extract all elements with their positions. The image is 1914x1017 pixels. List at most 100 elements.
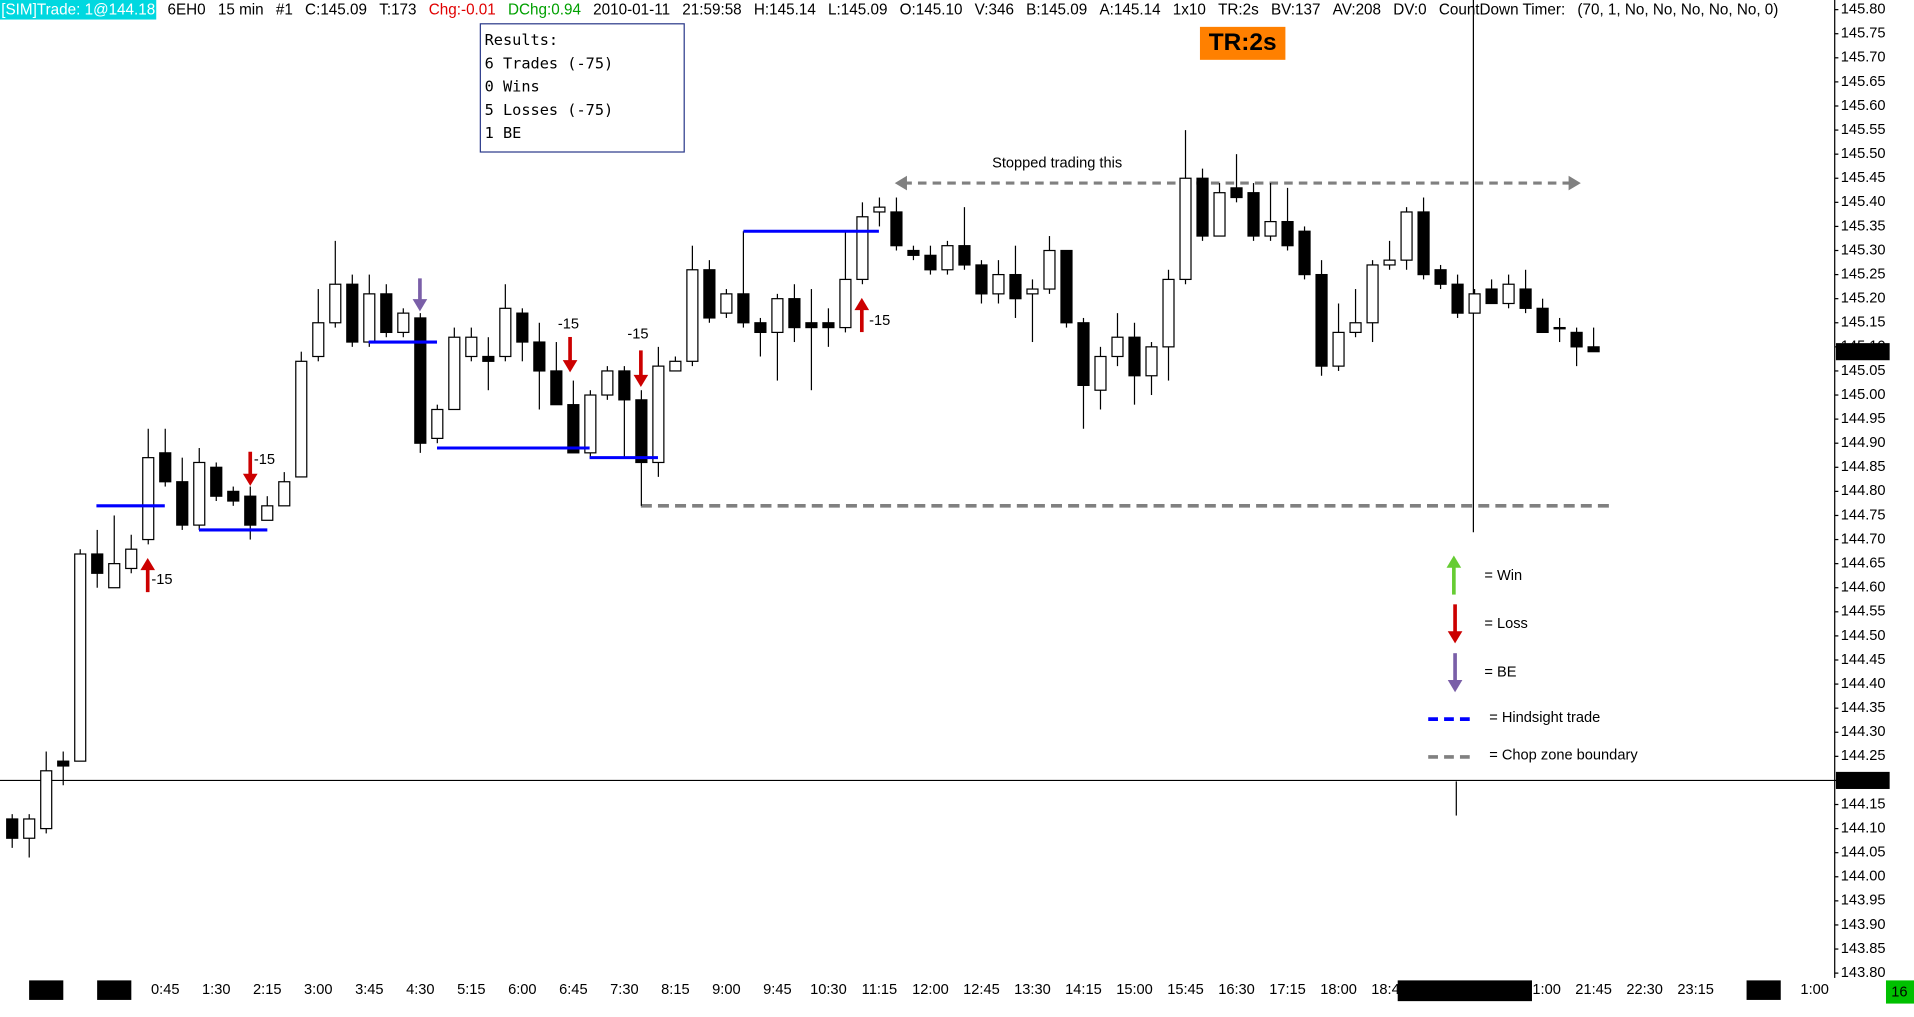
y-tick-label: 145.80 xyxy=(1841,2,1886,18)
y-tick-label: 144.85 xyxy=(1841,459,1886,475)
candle-body xyxy=(737,293,750,324)
candle-body xyxy=(1026,288,1039,295)
candle-body xyxy=(788,298,801,329)
trade-arrow-head xyxy=(633,374,649,388)
arrow-head xyxy=(894,175,907,191)
candle-body xyxy=(1536,307,1549,334)
x-tick-label: 16:30 xyxy=(1218,982,1255,998)
candle-body xyxy=(431,408,444,439)
x-tick-label: 9:00 xyxy=(712,982,740,998)
candle-body xyxy=(261,505,274,521)
candle-body xyxy=(618,370,631,401)
status-item: DV:0 xyxy=(1393,1,1427,19)
candle-body xyxy=(142,457,155,541)
candle-body xyxy=(23,818,36,839)
x-tick-label: 12:45 xyxy=(963,982,1000,998)
last-price-box xyxy=(1835,343,1890,361)
y-tick-label: 145.55 xyxy=(1841,122,1886,138)
candle-body xyxy=(1315,273,1328,367)
x-tick-label: 1:00 xyxy=(1800,982,1828,998)
candle-body xyxy=(805,322,818,329)
candle-body xyxy=(227,490,240,502)
candle-body xyxy=(1519,288,1532,309)
x-tick-label: 9:45 xyxy=(763,982,791,998)
candle-body xyxy=(924,254,937,271)
results-line: 5 Losses (-75) xyxy=(484,100,614,119)
trade-arrow-head xyxy=(1447,680,1463,693)
candle-body xyxy=(584,394,597,454)
candle-body xyxy=(1264,220,1277,237)
candle-body xyxy=(703,269,716,319)
candle-body xyxy=(635,399,648,464)
trade-arrow-head xyxy=(1447,631,1463,644)
crosshair-price-box xyxy=(1835,771,1890,789)
y-tick-label: 145.35 xyxy=(1841,218,1886,234)
annotation: Stopped trading this xyxy=(992,155,1122,171)
trade-label: -15 xyxy=(869,313,890,329)
y-tick-label: 143.85 xyxy=(1841,941,1886,957)
y-tick-label: 144.90 xyxy=(1841,435,1886,451)
legend-label: = Loss xyxy=(1484,616,1527,632)
candle-body xyxy=(1179,177,1192,281)
candle-body xyxy=(720,293,733,314)
x-tick-label: 14:15 xyxy=(1065,982,1102,998)
status-item: C:145.09 xyxy=(305,1,367,19)
candle-body xyxy=(1468,293,1481,314)
day-marker xyxy=(97,980,132,1000)
y-tick-label: 144.70 xyxy=(1841,531,1886,547)
candle-body xyxy=(1230,187,1243,199)
y-tick-label: 144.55 xyxy=(1841,604,1886,620)
candle-body xyxy=(652,365,665,464)
candle-body xyxy=(40,770,53,830)
candle-body xyxy=(91,553,104,574)
trade-label: -15 xyxy=(627,326,648,342)
candle-body xyxy=(108,563,121,589)
y-tick-label: 144.15 xyxy=(1841,796,1886,812)
crosshair-price-label: 144.20 xyxy=(1840,772,1885,788)
trade-label: -15 xyxy=(558,317,579,333)
y-tick-label: 143.90 xyxy=(1841,917,1886,933)
x-tick-label: 21:00 xyxy=(1524,982,1561,998)
candle-body xyxy=(210,466,223,497)
crosshair-time: 10-01-11 19:45:00 xyxy=(1406,982,1524,998)
candle-body xyxy=(1417,211,1430,276)
y-tick-label: 143.80 xyxy=(1841,965,1886,981)
x-tick-label: 13:30 xyxy=(1014,982,1051,998)
x-axis-bg xyxy=(0,977,1914,1017)
candle-body xyxy=(1553,326,1566,330)
status-item: B:145.09 xyxy=(1026,1,1088,19)
y-tick-label: 144.95 xyxy=(1841,411,1886,427)
bar-count: 16 xyxy=(1891,984,1907,1000)
legend-label: = Win xyxy=(1484,568,1522,584)
status-item: TR:2s xyxy=(1218,1,1259,19)
candle-body xyxy=(448,336,461,411)
candle-body xyxy=(567,404,580,454)
status-item: 2010-01-11 xyxy=(593,1,671,19)
x-tick-label: 5:15 xyxy=(457,982,485,998)
candle-body xyxy=(856,216,869,281)
candle-body xyxy=(890,211,903,247)
y-tick-label: 144.50 xyxy=(1841,628,1886,644)
status-item: [SIM]Trade: 1@144.18 xyxy=(0,0,157,20)
x-tick-label: 15:45 xyxy=(1167,982,1204,998)
candle-body xyxy=(1502,283,1515,305)
x-tick-label: 12:00 xyxy=(912,982,949,998)
status-item: A:145.14 xyxy=(1099,1,1161,19)
candle-body xyxy=(533,341,546,372)
status-item: (70, 1, No, No, No, No, No, 0) xyxy=(1577,1,1779,19)
y-tick-label: 144.40 xyxy=(1841,676,1886,692)
results-line: Results: xyxy=(484,30,559,49)
y-tick-label: 143.95 xyxy=(1841,893,1886,909)
status-item: O:145.10 xyxy=(899,1,963,19)
candle-body xyxy=(125,548,138,570)
x-tick-label: 18:00 xyxy=(1320,982,1357,998)
trade-arrow-head xyxy=(412,299,428,312)
trade-label: -15 xyxy=(151,572,172,588)
x-tick-label: 17:15 xyxy=(1269,982,1306,998)
trade-arrow-head xyxy=(562,360,578,373)
y-tick-label: 145.20 xyxy=(1841,291,1886,307)
candle-body xyxy=(312,322,325,358)
status-item: DChg:0.94 xyxy=(507,1,581,19)
day-marker xyxy=(1746,980,1781,1000)
candle-body xyxy=(244,495,257,526)
